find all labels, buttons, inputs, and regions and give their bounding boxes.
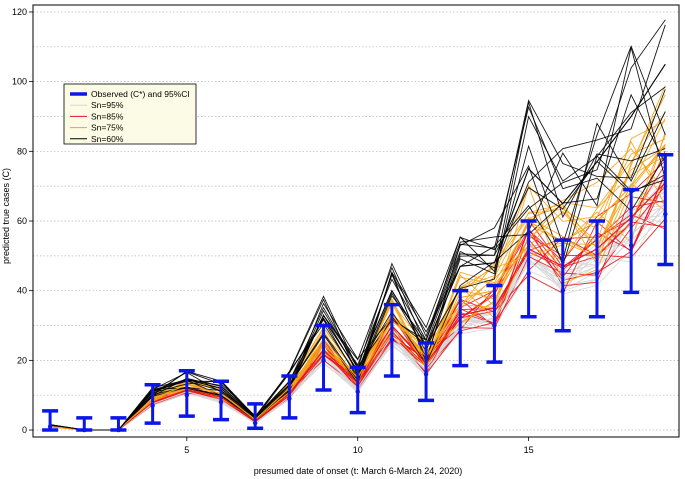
ci-bar <box>315 323 332 392</box>
observed-point <box>628 243 634 248</box>
observed-point <box>526 271 531 276</box>
y-axis-title: predicted true cases (C) <box>1 168 11 264</box>
observed-point <box>594 271 600 276</box>
x-tick-label: 5 <box>184 445 189 455</box>
ci-bar <box>418 341 435 403</box>
legend-label: Sn=85% <box>91 111 124 121</box>
observed-point <box>287 396 292 401</box>
observed-point <box>252 420 258 426</box>
observed-point <box>150 403 155 408</box>
legend-label: Observed (C*) and 95%CI <box>91 89 190 99</box>
observed-point <box>492 323 497 328</box>
y-tick-label: 100 <box>12 77 27 87</box>
legend-label: Sn=95% <box>91 100 124 110</box>
y-tick-label: 120 <box>12 7 27 17</box>
y-tick-label: 0 <box>22 425 27 435</box>
observed-point <box>218 399 224 405</box>
observed-point <box>47 424 53 429</box>
observed-point <box>321 358 326 363</box>
observed-point <box>355 389 360 394</box>
observed-point <box>82 427 87 433</box>
y-tick-label: 40 <box>17 286 27 296</box>
x-axis-title: presumed date of onset (t: March 6-March… <box>254 466 463 476</box>
ci-bar <box>657 153 674 267</box>
x-tick-label: 15 <box>524 445 534 455</box>
ci-bar <box>554 238 571 333</box>
observed-point <box>116 427 121 433</box>
legend-label: Sn=75% <box>91 123 124 133</box>
legend-label: Sn=60% <box>91 134 124 144</box>
observed-point <box>560 288 565 293</box>
ci-bar <box>588 219 605 319</box>
y-tick-label: 80 <box>17 146 27 156</box>
ci-bar <box>452 288 469 368</box>
y-tick-label: 60 <box>17 216 27 226</box>
observed-point <box>389 337 395 342</box>
observed-ci-bars <box>42 153 674 432</box>
ci-bar <box>520 219 537 319</box>
ci-bar <box>623 187 640 295</box>
y-tick-label: 20 <box>17 355 27 365</box>
axes: 0 20 40 60 80 100 120 5 10 15 <box>12 7 534 455</box>
observed-point <box>423 372 429 377</box>
x-tick-label: 10 <box>353 445 363 455</box>
observed-point <box>458 330 463 335</box>
observed-point <box>184 392 190 398</box>
observed-point <box>663 211 668 217</box>
observed-points <box>47 211 668 433</box>
grid-lines <box>33 11 679 431</box>
